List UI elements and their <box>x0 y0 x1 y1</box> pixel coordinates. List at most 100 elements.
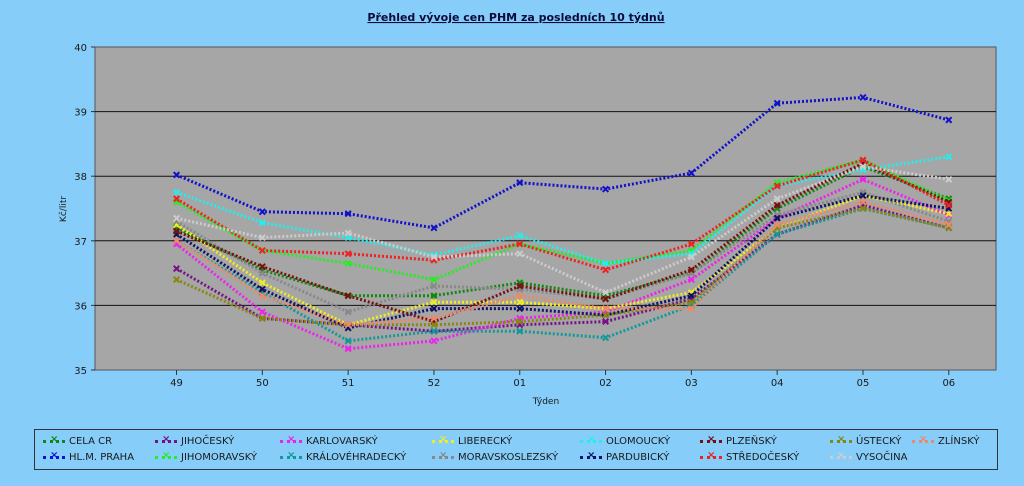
data-point <box>773 201 781 209</box>
data-point <box>516 318 524 326</box>
legend-label: CELA CR <box>69 435 113 447</box>
data-point <box>602 318 610 326</box>
series-14 <box>173 198 953 329</box>
series-10 <box>173 159 953 326</box>
legend-label: KRÁLOVÉHRADECKÝ <box>306 451 407 463</box>
data-point <box>516 232 524 240</box>
y-tick-label: 37 <box>74 237 87 248</box>
data-point <box>258 246 266 254</box>
data-point <box>258 263 266 271</box>
series-layer <box>173 93 953 353</box>
data-point <box>602 266 610 274</box>
legend-label: JIHOČESKÝ <box>181 435 235 447</box>
series-line <box>175 194 950 330</box>
data-point <box>258 219 266 227</box>
series-line <box>175 206 950 343</box>
data-point <box>344 250 352 258</box>
data-point <box>173 237 181 245</box>
data-point <box>173 195 181 203</box>
legend: × CELA CR × HL.M. PRAHA × JIHOČESKÝ × JIHOMORAV… <box>34 429 998 470</box>
data-point <box>859 163 867 171</box>
data-point <box>430 253 438 261</box>
legend-swatch: × <box>830 434 852 446</box>
data-point <box>430 292 438 300</box>
data-point <box>945 175 953 183</box>
data-point <box>859 156 867 164</box>
data-point <box>602 259 610 267</box>
legend-item: × CELA CR <box>43 434 112 448</box>
series-line <box>175 95 950 230</box>
data-point <box>344 292 352 300</box>
legend-item: × LIBERECKÝ <box>432 434 512 448</box>
x-tick-label: 06 <box>942 378 955 389</box>
data-point <box>258 269 266 277</box>
legend-label: JIHOMORAVSKÝ <box>181 451 258 463</box>
series-line <box>175 194 950 327</box>
data-point <box>258 308 266 316</box>
legend-swatch: × <box>830 450 852 462</box>
data-point <box>173 265 181 273</box>
data-point <box>344 259 352 267</box>
data-point <box>859 175 867 183</box>
x-tick-label: 49 <box>170 378 183 389</box>
data-point <box>945 153 953 161</box>
legend-swatch: × <box>43 434 65 446</box>
legend-item: × HL.M. PRAHA <box>43 450 134 464</box>
legend-item: × MORAVSKOSLEZSKÝ <box>432 450 558 464</box>
legend-label: ZLÍNSKÝ <box>938 435 980 447</box>
data-point <box>344 308 352 316</box>
legend-item: × KARLOVARSKÝ <box>280 434 378 448</box>
series-line <box>175 158 950 272</box>
data-point <box>516 305 524 313</box>
data-point <box>173 276 181 284</box>
data-point <box>602 311 610 319</box>
y-axis-ticks: 35 36 37 38 39 40 <box>74 43 95 377</box>
x-tick-label: 04 <box>771 378 784 389</box>
data-point <box>687 253 695 261</box>
plot-area <box>94 46 997 371</box>
legend-swatch: × <box>580 450 602 462</box>
series-line <box>175 200 950 327</box>
data-point <box>859 198 867 206</box>
data-point <box>344 229 352 237</box>
data-point <box>344 337 352 345</box>
legend-swatch: × <box>912 434 934 446</box>
data-point <box>516 240 524 248</box>
legend-label: MORAVSKOSLEZSKÝ <box>458 451 559 463</box>
legend-swatch: × <box>700 450 722 462</box>
legend-label: PARDUBICKÝ <box>606 451 670 463</box>
legend-item: × STŘEDOČESKÝ <box>700 450 799 464</box>
data-point <box>945 116 953 124</box>
data-point <box>173 171 181 179</box>
data-point <box>687 266 695 274</box>
data-point <box>516 298 524 306</box>
y-tick-label: 38 <box>74 172 87 183</box>
data-point <box>687 169 695 177</box>
series-line <box>176 164 950 295</box>
data-point <box>173 188 181 196</box>
legend-item: × ZLÍNSKÝ <box>912 434 980 448</box>
y-tick-label: 40 <box>74 43 87 54</box>
series-line <box>175 161 950 324</box>
data-point <box>859 93 867 101</box>
data-point <box>945 210 953 218</box>
data-point <box>687 298 695 306</box>
data-point <box>173 227 181 235</box>
series-13 <box>173 163 953 296</box>
data-point <box>344 345 352 353</box>
data-point <box>258 285 266 293</box>
data-point <box>430 224 438 232</box>
legend-label: PLZEŇSKÝ <box>726 435 777 447</box>
x-tick-label: 51 <box>342 378 355 389</box>
legend-item: × KRÁLOVÉHRADECKÝ <box>280 450 406 464</box>
data-point <box>602 295 610 303</box>
x-tick-label: 05 <box>857 378 870 389</box>
series-line <box>175 164 950 298</box>
data-point <box>773 99 781 107</box>
data-point <box>344 321 352 329</box>
legend-swatch: × <box>280 450 302 462</box>
series-line <box>175 203 950 333</box>
legend-swatch: × <box>432 450 454 462</box>
legend-swatch: × <box>580 434 602 446</box>
